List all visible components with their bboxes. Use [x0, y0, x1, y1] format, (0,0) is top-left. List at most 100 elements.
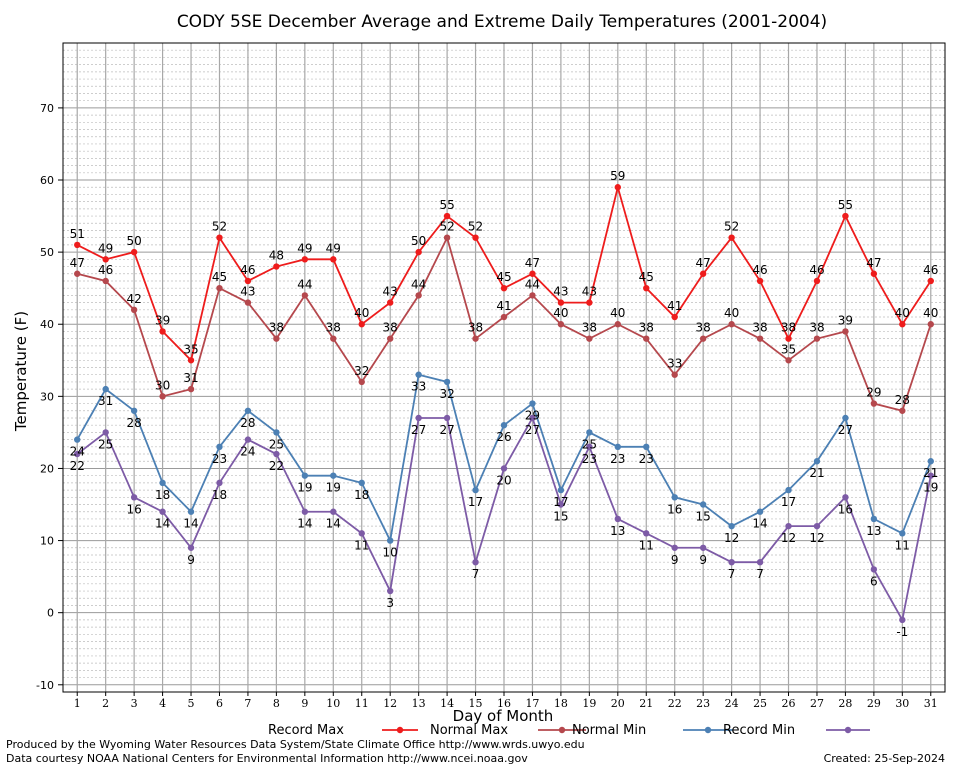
data-label: 41 [667, 299, 682, 313]
data-point [244, 299, 252, 306]
data-label: 14 [155, 517, 170, 531]
data-label: 26 [496, 430, 511, 444]
data-label: 49 [297, 241, 312, 255]
data-point [529, 414, 536, 422]
y-axis-ticks: -10 0 10 20 30 40 50 60 70 [36, 102, 63, 692]
data-label: 11 [639, 538, 654, 552]
data-label: 46 [240, 263, 255, 277]
data-label: 32 [354, 364, 369, 378]
x-tick-label: 25 [753, 697, 767, 710]
data-point [386, 537, 394, 544]
data-label: 18 [155, 488, 170, 502]
y-tick-label: 10 [40, 535, 54, 548]
data-label: 40 [895, 306, 910, 320]
data-label: 45 [496, 270, 511, 284]
legend-item: Record Min [723, 723, 870, 738]
data-label: 33 [667, 357, 682, 371]
data-label: 38 [809, 321, 824, 335]
x-tick-label: 18 [554, 697, 568, 710]
data-label: 46 [98, 263, 113, 277]
data-point [842, 494, 849, 501]
x-tick-label: 4 [159, 697, 166, 710]
data-label: 50 [126, 234, 141, 248]
data-point [102, 429, 109, 436]
data-point [586, 335, 593, 342]
x-axis-label: Day of Month [453, 707, 554, 725]
data-label: 46 [923, 263, 938, 277]
data-point [671, 371, 678, 378]
data-label: 28 [895, 393, 910, 407]
data-point [614, 321, 622, 328]
data-label: 12 [781, 531, 796, 545]
data-point [330, 472, 337, 479]
data-point [614, 443, 622, 451]
data-label: 38 [781, 321, 796, 335]
data-label: 21 [809, 466, 824, 480]
data-point [529, 292, 536, 299]
x-tick-label: 22 [668, 697, 682, 710]
x-tick-label: 11 [355, 697, 369, 710]
data-label: 9 [699, 553, 707, 567]
data-label: 9 [671, 553, 679, 567]
data-label: 18 [212, 488, 227, 502]
data-label: 23 [212, 452, 227, 466]
data-label: 17 [468, 495, 483, 509]
data-point [500, 284, 508, 292]
x-tick-label: 15 [469, 697, 483, 710]
data-point [785, 335, 792, 342]
data-point [671, 494, 678, 501]
data-label: 40 [354, 306, 369, 320]
data-point [899, 407, 906, 414]
data-point [813, 277, 821, 285]
data-point [102, 385, 109, 393]
data-point [386, 587, 394, 595]
data-label: 16 [126, 502, 141, 516]
data-label: 33 [411, 380, 426, 394]
data-point [500, 465, 508, 472]
data-point [529, 270, 536, 277]
y-tick-label: 0 [47, 607, 54, 620]
data-point [842, 212, 849, 220]
data-point [330, 508, 337, 515]
data-label: 7 [472, 567, 480, 581]
data-point [472, 234, 479, 241]
x-tick-label: 19 [582, 697, 596, 710]
data-label: 13 [866, 524, 881, 538]
data-point [443, 212, 451, 220]
data-label: 43 [553, 285, 568, 299]
data-point [899, 530, 906, 537]
series-record-min [74, 414, 934, 624]
data-label: 16 [838, 502, 853, 516]
data-label: 23 [582, 452, 597, 466]
x-tick-label: 12 [383, 697, 397, 710]
data-point [74, 436, 81, 443]
data-label: 52 [468, 220, 483, 234]
data-point [756, 335, 764, 342]
data-point [102, 256, 109, 263]
x-tick-label: 31 [924, 697, 938, 710]
data-point [472, 335, 479, 342]
data-point [756, 559, 764, 566]
data-point [74, 450, 81, 458]
legend-swatch-marker [396, 726, 404, 734]
data-label: 38 [269, 321, 284, 335]
data-point [244, 407, 252, 414]
data-point [899, 321, 906, 328]
data-label: 46 [752, 263, 767, 277]
data-label: 35 [781, 342, 796, 356]
data-point [643, 335, 650, 342]
legend-item: Record Max [268, 723, 418, 738]
data-label: 45 [639, 270, 654, 284]
data-point [130, 306, 138, 314]
data-point [870, 400, 878, 407]
data-label: 20 [496, 473, 511, 487]
data-label: 14 [183, 517, 198, 531]
data-label: 28 [240, 416, 255, 430]
data-point [187, 508, 195, 515]
data-point [671, 313, 678, 321]
data-point [443, 378, 451, 386]
data-label: 27 [525, 423, 540, 437]
data-label: 43 [582, 285, 597, 299]
data-point [870, 515, 878, 523]
